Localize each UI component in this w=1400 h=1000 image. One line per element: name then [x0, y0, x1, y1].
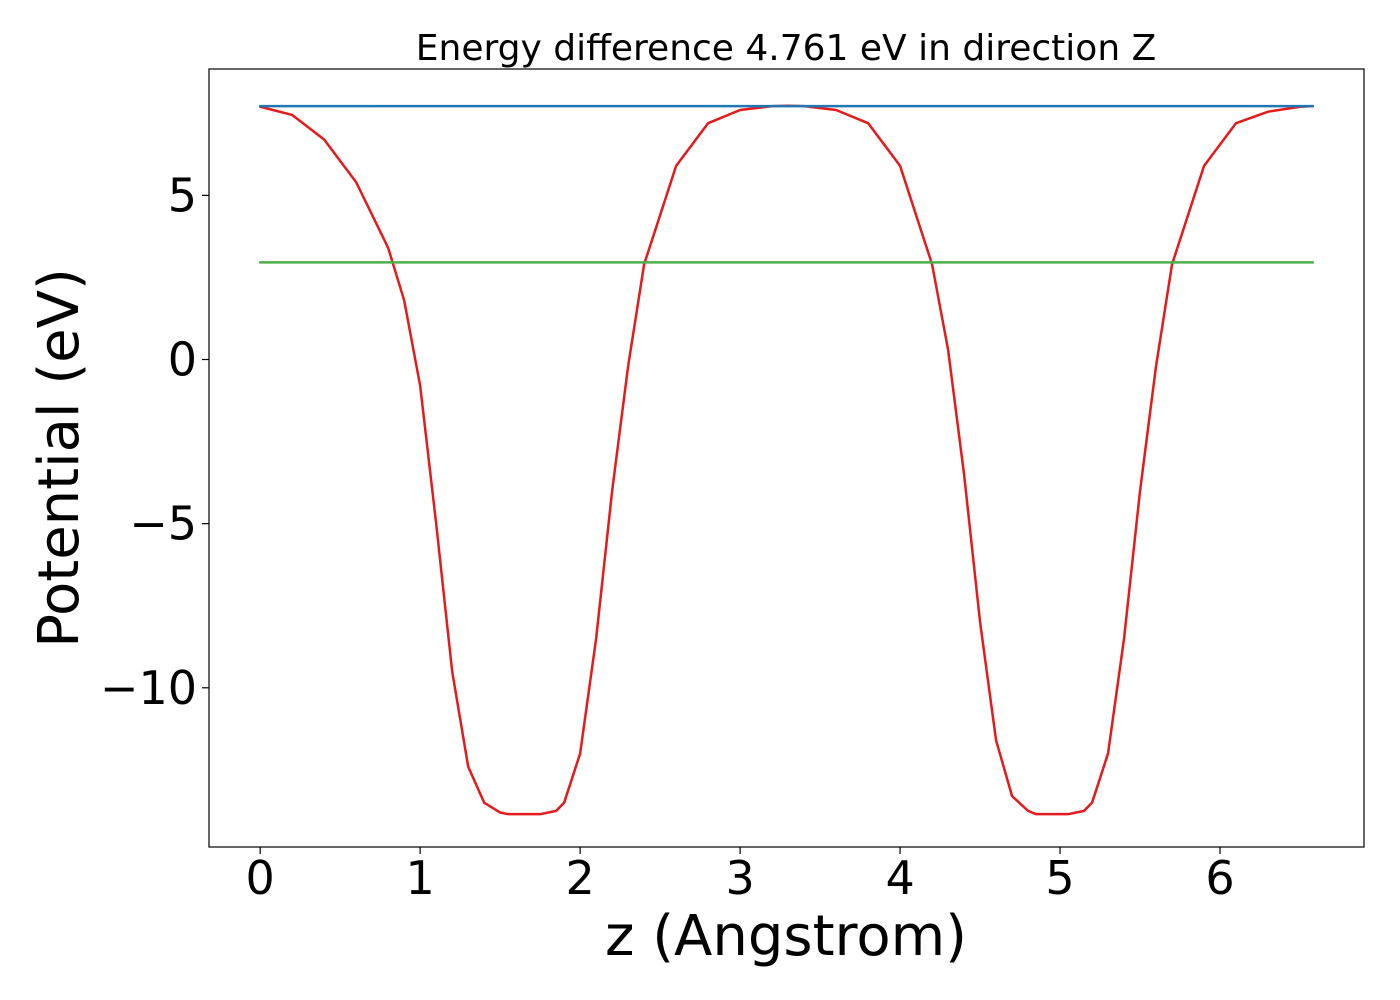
x-tick-label: 3 — [725, 851, 754, 905]
y-tick-label: 0 — [168, 333, 197, 387]
x-tick-label: 6 — [1205, 851, 1234, 905]
x-tick-label: 4 — [885, 851, 914, 905]
series-layer — [258, 104, 1315, 816]
y-tick-label: 5 — [168, 168, 197, 222]
x-tick-label: 0 — [246, 851, 275, 905]
series-line-1 — [258, 104, 1315, 816]
y-axis-label: Potential (eV) — [27, 268, 92, 648]
x-tick-label: 1 — [406, 851, 435, 905]
plot-frame — [208, 68, 1365, 848]
y-tick-label: −5 — [129, 497, 197, 551]
x-tick-label: 2 — [565, 851, 594, 905]
x-axis-label: z (Angstrom) — [605, 904, 967, 969]
y-axis: 5 0 −5 −10 — [100, 168, 209, 715]
y-tick-label: −10 — [100, 661, 197, 715]
chart-title: Energy difference 4.761 eV in direction … — [416, 28, 1157, 69]
x-tick-label: 5 — [1045, 851, 1074, 905]
x-axis: 0 1 2 3 4 5 6 — [246, 847, 1235, 905]
